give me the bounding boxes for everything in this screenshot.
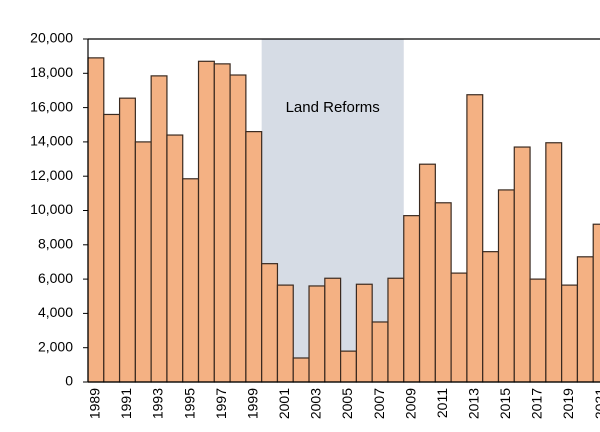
bar	[213, 63, 231, 383]
y-tick-label: 12,000	[30, 167, 73, 183]
x-tick-label: 1993	[150, 388, 166, 419]
bar	[403, 215, 421, 383]
y-tick-label: 2,000	[38, 338, 73, 354]
bar	[434, 202, 452, 383]
bar	[513, 146, 531, 383]
bar	[497, 189, 515, 383]
bar	[134, 141, 152, 383]
x-tick-label: 1991	[118, 388, 134, 419]
bar	[150, 75, 168, 383]
x-tick-label: 2003	[308, 388, 324, 419]
bar	[466, 94, 484, 383]
y-tick-label: 4,000	[38, 304, 73, 320]
bar	[261, 263, 279, 383]
bar	[166, 134, 184, 383]
bar	[276, 284, 294, 383]
bar	[182, 178, 200, 383]
bar	[482, 251, 500, 383]
x-tick-label: 2001	[276, 388, 292, 419]
x-tick-label: 1989	[87, 388, 103, 419]
bar	[355, 283, 373, 383]
bar	[561, 284, 579, 383]
bar	[418, 163, 436, 383]
x-tick-label: 2007	[371, 388, 387, 419]
y-tick-label: 6,000	[38, 270, 73, 286]
y-tick-label: 20,000	[30, 30, 73, 46]
bar	[529, 278, 547, 383]
bar	[576, 256, 594, 383]
x-tick-label: 2015	[497, 388, 513, 419]
x-tick-label: 2011	[434, 388, 450, 418]
bar	[103, 113, 121, 383]
bar	[229, 74, 247, 383]
y-tick-label: 18,000	[30, 64, 73, 80]
x-tick-label: 2005	[339, 388, 355, 419]
annotation-label: Land Reforms	[286, 99, 380, 116]
bar	[292, 357, 310, 383]
bar	[324, 277, 342, 383]
x-tick-label: 1999	[244, 388, 260, 419]
x-tick-label: 2021	[592, 388, 600, 419]
y-tick-label: 10,000	[30, 201, 73, 217]
x-tick-label: 1997	[213, 388, 229, 419]
bar	[450, 272, 468, 383]
x-tick-label: 1995	[181, 388, 197, 419]
y-tick-label: 0	[65, 373, 73, 389]
bar	[340, 350, 357, 383]
bar	[592, 223, 600, 383]
y-tick-label: 8,000	[38, 236, 73, 252]
bar	[308, 285, 326, 383]
x-tick-label: 2019	[560, 388, 576, 419]
bar	[387, 277, 405, 383]
bar	[87, 57, 105, 383]
bar	[197, 60, 215, 383]
y-tick-label: 16,000	[30, 98, 73, 114]
bar	[245, 131, 263, 383]
y-tick-label: 14,000	[30, 133, 73, 149]
bar	[545, 142, 563, 383]
x-tick-label: 2017	[529, 388, 545, 419]
x-tick-label: 2013	[466, 388, 482, 419]
bar	[118, 97, 136, 383]
bar	[371, 321, 389, 383]
x-tick-label: 2009	[402, 388, 418, 419]
